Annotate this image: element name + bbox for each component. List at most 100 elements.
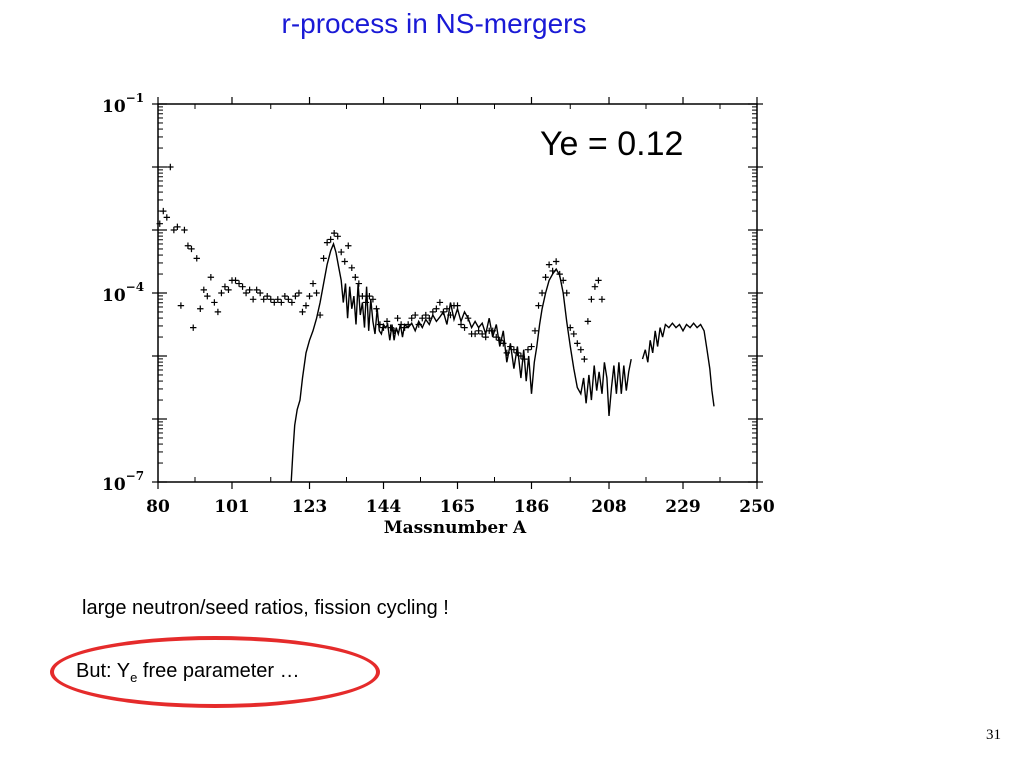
data-point-plus	[316, 311, 324, 319]
calculated-abundance-line	[290, 241, 715, 483]
data-point-plus	[211, 299, 218, 306]
x-tick-label: 165	[440, 497, 476, 517]
data-point-plus	[503, 349, 511, 357]
data-point-plus	[404, 321, 412, 328]
x-tick-label: 123	[292, 497, 328, 517]
x-axis-label: Massnumber A	[384, 518, 527, 538]
x-tick-label: 144	[366, 497, 402, 517]
data-point-plus	[454, 302, 461, 309]
x-tick-label: 208	[591, 497, 627, 517]
data-point-plus	[545, 261, 553, 268]
data-point-plus	[496, 337, 503, 344]
data-point-plus	[338, 248, 345, 256]
data-point-plus	[235, 280, 243, 287]
data-point-plus	[299, 308, 306, 316]
data-point-plus	[188, 245, 195, 253]
data-point-plus	[232, 277, 239, 284]
data-point-plus	[160, 207, 167, 215]
y-tick-label: 10−4	[102, 280, 144, 306]
data-point-plus	[447, 311, 454, 319]
data-point-plus	[362, 299, 370, 306]
data-point-plus	[323, 239, 331, 246]
data-point-plus	[489, 327, 496, 334]
data-point-plus	[390, 327, 398, 334]
data-point-plus	[500, 340, 507, 347]
data-point-plus	[218, 289, 225, 297]
data-point-plus	[348, 264, 355, 271]
data-point-plus	[412, 311, 419, 319]
data-point-plus	[281, 292, 289, 300]
data-point-plus	[598, 296, 606, 303]
solar-abundance-points	[156, 163, 606, 363]
data-point-plus	[570, 330, 577, 338]
data-point-plus	[531, 327, 539, 334]
data-point-plus	[334, 233, 341, 240]
data-point-plus	[528, 343, 535, 350]
data-point-plus	[595, 277, 602, 284]
data-point-plus	[313, 289, 320, 297]
data-point-plus	[401, 324, 408, 331]
data-point-plus	[574, 340, 581, 347]
data-point-plus	[163, 214, 171, 221]
data-point-plus	[461, 324, 468, 331]
data-point-plus	[267, 296, 274, 303]
data-point-plus	[581, 355, 588, 363]
data-point-plus	[369, 296, 377, 303]
data-point-plus	[256, 289, 264, 297]
data-point-plus	[373, 305, 380, 312]
data-point-plus	[475, 327, 482, 334]
data-point-plus	[181, 226, 188, 234]
data-point-plus	[394, 315, 401, 322]
y-tick-label: 10−7	[102, 469, 144, 495]
slide-title: r-process in NS-mergers	[281, 8, 587, 39]
data-point-plus	[436, 299, 444, 306]
data-point-plus	[478, 330, 486, 338]
data-point-plus	[292, 292, 299, 300]
x-tick-label: 80	[146, 497, 170, 517]
data-point-plus	[295, 289, 303, 297]
data-point-plus	[563, 289, 570, 297]
y-tick-exponent: −7	[126, 469, 144, 483]
data-point-plus	[156, 220, 163, 227]
highlight-ellipse	[50, 636, 380, 708]
data-point-plus	[320, 255, 327, 262]
data-point-plus	[383, 318, 391, 325]
data-point-plus	[264, 292, 271, 300]
data-point-plus	[239, 283, 246, 290]
data-point-plus	[514, 349, 521, 357]
data-point-plus	[352, 274, 359, 281]
data-point-plus	[184, 242, 192, 249]
data-point-plus	[510, 346, 518, 353]
ye-annotation: Ye = 0.12	[540, 125, 683, 163]
data-point-plus	[426, 315, 433, 322]
data-point-plus	[433, 305, 440, 312]
data-point-plus	[214, 308, 222, 316]
data-point-plus	[538, 289, 546, 297]
data-point-plus	[577, 346, 585, 353]
data-point-plus	[271, 299, 278, 306]
data-point-plus	[556, 270, 563, 278]
data-point-plus	[253, 286, 260, 294]
x-tick-label: 250	[739, 497, 775, 517]
data-point-plus	[200, 286, 208, 294]
data-point-plus	[560, 277, 567, 284]
data-point-plus	[366, 292, 373, 300]
data-point-plus	[274, 296, 281, 303]
data-point-plus	[588, 296, 595, 303]
data-point-plus	[429, 308, 437, 316]
data-point-plus	[591, 283, 599, 290]
y-tick-exponent: −4	[126, 280, 144, 294]
data-point-plus	[471, 330, 479, 338]
data-point-plus	[376, 321, 384, 328]
data-point-plus	[567, 324, 574, 331]
data-point-plus	[549, 267, 556, 275]
x-tick-label: 229	[665, 497, 701, 517]
data-point-plus	[397, 321, 405, 328]
data-point-plus	[309, 280, 317, 287]
data-point-plus	[242, 289, 250, 297]
data-point-plus	[457, 321, 465, 328]
abundance-line-segment	[641, 322, 715, 407]
data-point-plus	[190, 324, 197, 331]
data-point-plus	[327, 236, 334, 243]
data-point-plus	[249, 296, 257, 303]
